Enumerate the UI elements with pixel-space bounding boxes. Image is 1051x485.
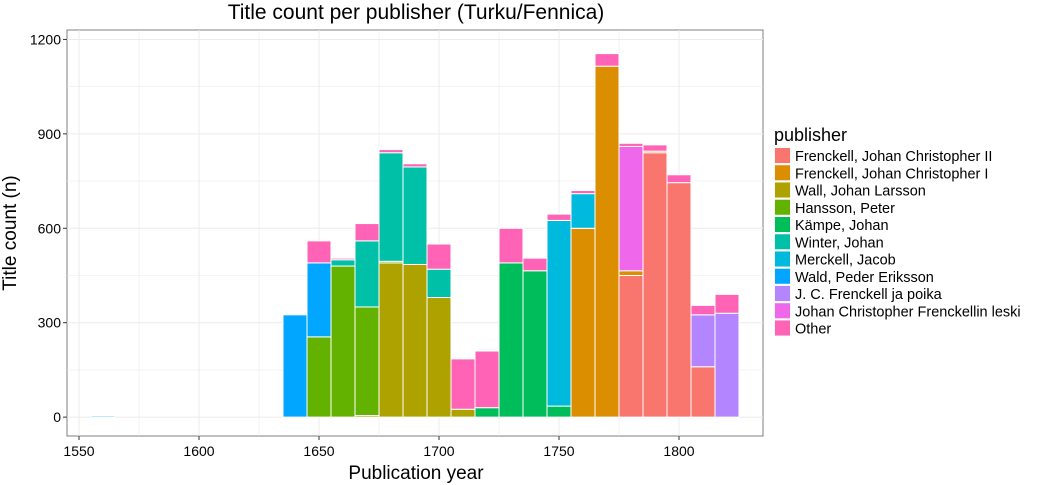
bar-segment	[354, 240, 380, 308]
x-tick-label: 1700	[423, 443, 454, 459]
legend-label: Wall, Johan Larsson	[795, 184, 926, 200]
bar-segment	[378, 149, 404, 154]
bar-segment	[618, 145, 644, 272]
legend-label: J. C. Frenckell ja poika	[795, 287, 943, 303]
x-tick-label: 1750	[543, 443, 574, 459]
x-axis-title: Publication year	[348, 463, 484, 484]
legend-label: Hansson, Peter	[795, 201, 895, 217]
legend: publisher Frenckell, Johan Christopher I…	[773, 125, 1021, 338]
chart-title: Title count per publisher (Turku/Fennica…	[228, 1, 605, 24]
legend-label: Winter, Johan	[795, 235, 884, 251]
bar-segment	[402, 166, 428, 265]
bar-segment	[522, 257, 548, 272]
bar-segment	[714, 293, 740, 314]
legend-label: Frenckell, Johan Christopher II	[795, 149, 992, 165]
legend-label: Other	[795, 322, 831, 338]
legend-label: Frenckell, Johan Christopher I	[795, 166, 988, 182]
legend-label: Wald, Peder Eriksson	[795, 270, 934, 286]
bar-segment	[498, 227, 524, 264]
bar-segment	[354, 306, 380, 417]
bar-segment	[594, 53, 620, 67]
bar-segment	[570, 227, 596, 418]
bar-segment	[330, 259, 356, 267]
y-tick-label: 600	[38, 220, 62, 236]
legend-key	[775, 234, 790, 250]
y-axis-title: Title count (n)	[0, 175, 21, 290]
legend-key	[775, 320, 790, 336]
bar-segment	[546, 213, 572, 221]
legend-label: Merckell, Jacob	[795, 253, 896, 269]
bar-segment	[618, 270, 644, 276]
y-tick-label: 300	[38, 315, 62, 331]
bar-segment	[642, 152, 668, 418]
bar-segment	[594, 65, 620, 418]
bar-segment	[570, 190, 596, 195]
bar-segment	[378, 262, 404, 418]
bar-segment	[474, 407, 500, 418]
bar-segment	[474, 350, 500, 409]
legend-title: publisher	[774, 125, 847, 145]
legend-key	[775, 268, 790, 284]
bar-segment	[330, 257, 356, 261]
bar-segment	[642, 144, 668, 152]
legend-key	[775, 148, 790, 163]
y-tick-label: 900	[38, 126, 62, 142]
bar-segment	[402, 163, 428, 168]
legend-label: Johan Christopher Frenckellin leski	[795, 304, 1021, 320]
legend-key	[775, 303, 790, 319]
legend-key	[775, 217, 790, 232]
bar-segment	[282, 314, 308, 418]
bar-segment	[570, 193, 596, 229]
bar-segment	[690, 314, 716, 368]
legend-key	[775, 182, 790, 198]
bar-segment	[306, 262, 332, 338]
legend-key	[775, 251, 790, 267]
bar-segment	[498, 262, 524, 418]
bars	[90, 53, 740, 418]
x-tick-label: 1800	[663, 443, 694, 459]
bar-segment	[450, 408, 476, 418]
x-tick-label: 1650	[303, 443, 334, 459]
bar-segment	[306, 240, 332, 264]
bar-segment	[546, 219, 572, 407]
x-axis: 1550 1600 1650 1700 1750 1800	[63, 436, 695, 459]
bar-segment	[450, 358, 476, 410]
bar-segment	[618, 274, 644, 418]
legend-label: Kämpe, Johan	[795, 218, 889, 234]
y-axis: 0 300 600 900 1200	[30, 31, 67, 425]
bar-segment	[546, 405, 572, 418]
y-tick-label: 0	[53, 409, 61, 425]
bar-segment	[330, 265, 356, 418]
bar-segment	[666, 182, 692, 418]
legend-key	[775, 199, 790, 215]
y-tick-label: 1200	[30, 31, 61, 47]
bar-segment	[426, 297, 452, 418]
legend-key	[775, 165, 790, 181]
x-tick-label: 1550	[63, 443, 94, 459]
bar-segment	[666, 174, 692, 184]
bar-segment	[426, 268, 452, 299]
bar-segment	[402, 263, 428, 418]
bar-segment	[690, 366, 716, 418]
bar-segment	[714, 312, 740, 418]
bar-segment	[306, 336, 332, 418]
bar-segment	[426, 243, 452, 270]
x-tick-label: 1600	[183, 443, 214, 459]
legend-key	[775, 286, 790, 301]
bar-segment	[522, 270, 548, 418]
bar-segment	[354, 223, 380, 242]
bar-segment	[618, 142, 644, 147]
bar-segment	[90, 415, 116, 418]
bar-segment	[378, 152, 404, 262]
bar-segment	[690, 304, 716, 316]
